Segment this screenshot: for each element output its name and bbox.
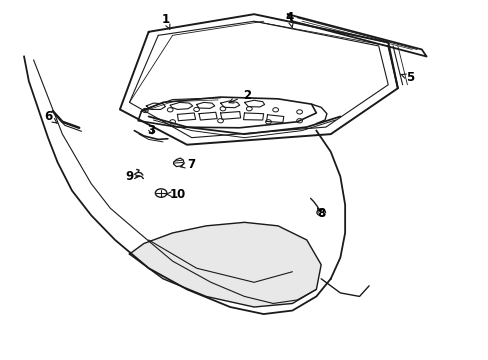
Polygon shape — [120, 14, 397, 145]
Text: 6: 6 — [44, 110, 57, 123]
Text: 9: 9 — [125, 170, 139, 183]
Text: 2: 2 — [228, 89, 250, 103]
Text: 5: 5 — [400, 71, 413, 84]
Text: 1: 1 — [161, 13, 169, 29]
Text: 10: 10 — [166, 188, 185, 201]
Polygon shape — [287, 14, 426, 57]
Text: 3: 3 — [147, 124, 155, 137]
Polygon shape — [138, 97, 316, 128]
Polygon shape — [129, 222, 321, 307]
Text: 7: 7 — [180, 158, 196, 171]
Text: 8: 8 — [316, 207, 325, 220]
Text: 4: 4 — [285, 11, 294, 27]
